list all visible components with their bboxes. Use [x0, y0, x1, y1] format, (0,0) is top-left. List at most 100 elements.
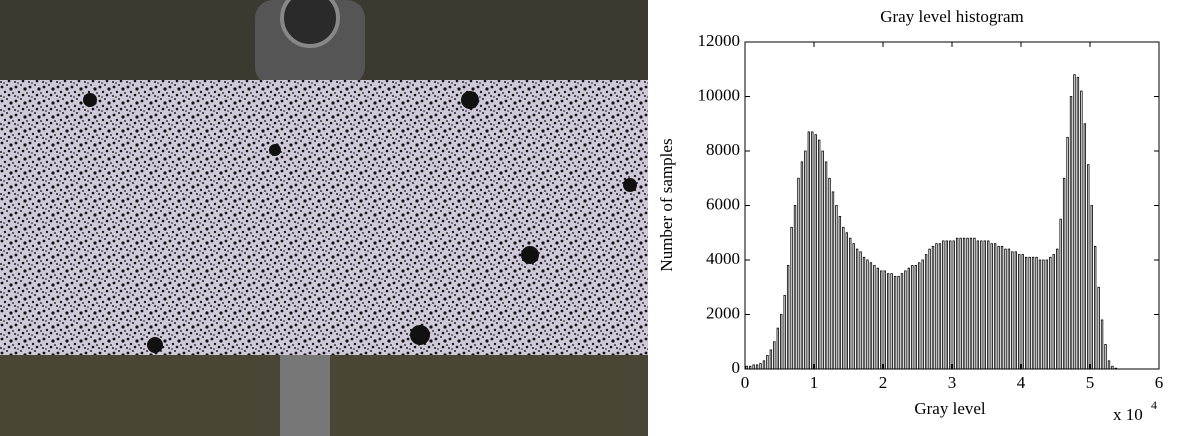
bar [966, 237, 969, 370]
bar [897, 275, 900, 370]
y-axis-label: Number of samples [657, 138, 676, 271]
bar [987, 240, 990, 370]
speckle-spot [269, 144, 281, 156]
bar [1076, 77, 1080, 370]
bar [1000, 245, 1004, 370]
support [280, 355, 330, 436]
bar [942, 240, 945, 370]
bar [1007, 248, 1011, 370]
bar [1011, 251, 1014, 370]
speckle-spot [461, 91, 479, 109]
y-tick-label: 4000 [706, 249, 740, 268]
bar [924, 254, 928, 370]
x-tick-label: 1 [810, 373, 819, 392]
bar [893, 275, 897, 370]
bar [1056, 248, 1059, 370]
x-axis-label: Gray level [914, 399, 986, 418]
bar [1097, 286, 1100, 370]
bar [849, 237, 852, 370]
x-tick-label: 6 [1155, 373, 1164, 392]
bar [828, 177, 831, 370]
bar [1049, 256, 1052, 370]
bar [928, 248, 931, 370]
bar [866, 259, 869, 370]
y-tick-label: 0 [732, 358, 741, 377]
x-tick-label: 4 [1017, 373, 1026, 392]
bar [817, 139, 821, 370]
bar [804, 150, 807, 370]
x-tick-label: 3 [948, 373, 957, 392]
bar [780, 314, 783, 370]
bar [938, 243, 942, 370]
bar [886, 273, 890, 370]
bar [921, 259, 924, 370]
bar [769, 349, 773, 370]
bar [1066, 136, 1069, 370]
bar [955, 237, 959, 370]
y-tick-label: 10000 [698, 85, 741, 104]
bar [773, 341, 776, 370]
speckle-specimen [0, 80, 648, 355]
chart-title: Gray level histogram [880, 7, 1024, 26]
bar [980, 240, 983, 370]
bar [883, 270, 886, 370]
bar [862, 256, 866, 370]
bar [1018, 254, 1021, 370]
bar [838, 215, 842, 370]
bar [1059, 218, 1062, 370]
bar [990, 243, 993, 370]
bar [842, 226, 845, 370]
bar [1062, 177, 1066, 370]
bar [824, 161, 828, 370]
x-tick-label: 0 [741, 373, 750, 392]
bar [790, 226, 793, 370]
y-tick-label: 12000 [698, 31, 741, 50]
axis-multiplier-exponent: 4 [1151, 398, 1157, 412]
bar [859, 251, 862, 370]
bar [811, 131, 814, 370]
bar [759, 363, 762, 370]
plot-frame [744, 41, 1160, 370]
bar [1080, 90, 1083, 370]
bar [752, 364, 755, 370]
bar [1090, 205, 1093, 370]
bar [1021, 254, 1024, 370]
bar [1104, 344, 1107, 370]
bar [1069, 96, 1073, 370]
y-tick-label: 8000 [706, 140, 740, 159]
bar [1024, 256, 1028, 370]
bar [1093, 245, 1097, 370]
bar [766, 354, 769, 370]
bar [993, 243, 997, 370]
bar [976, 240, 980, 370]
bar [1073, 74, 1076, 370]
bar [762, 360, 766, 370]
bar [959, 237, 962, 370]
bar [852, 243, 855, 370]
x-tick-label: 2 [879, 373, 888, 392]
bar [876, 267, 880, 370]
bar [983, 240, 986, 370]
bar [904, 270, 907, 370]
speckle-spot [521, 246, 539, 264]
bar [1107, 360, 1111, 370]
y-tick-label: 2000 [706, 303, 740, 322]
bar [1031, 256, 1035, 370]
bar [783, 295, 786, 370]
bar [1014, 251, 1018, 370]
bar [776, 327, 779, 370]
axis-multiplier: x 10 [1113, 405, 1143, 424]
bar [1052, 254, 1055, 370]
bar [855, 248, 859, 370]
bar [1035, 256, 1038, 370]
bar [969, 237, 973, 370]
bar [1083, 123, 1087, 370]
bar [1038, 259, 1042, 370]
bar [962, 237, 966, 370]
speckle-spot [83, 93, 97, 107]
bar [797, 177, 800, 370]
bar [931, 245, 935, 370]
photo [0, 0, 648, 436]
loading-head-hub [280, 0, 340, 48]
